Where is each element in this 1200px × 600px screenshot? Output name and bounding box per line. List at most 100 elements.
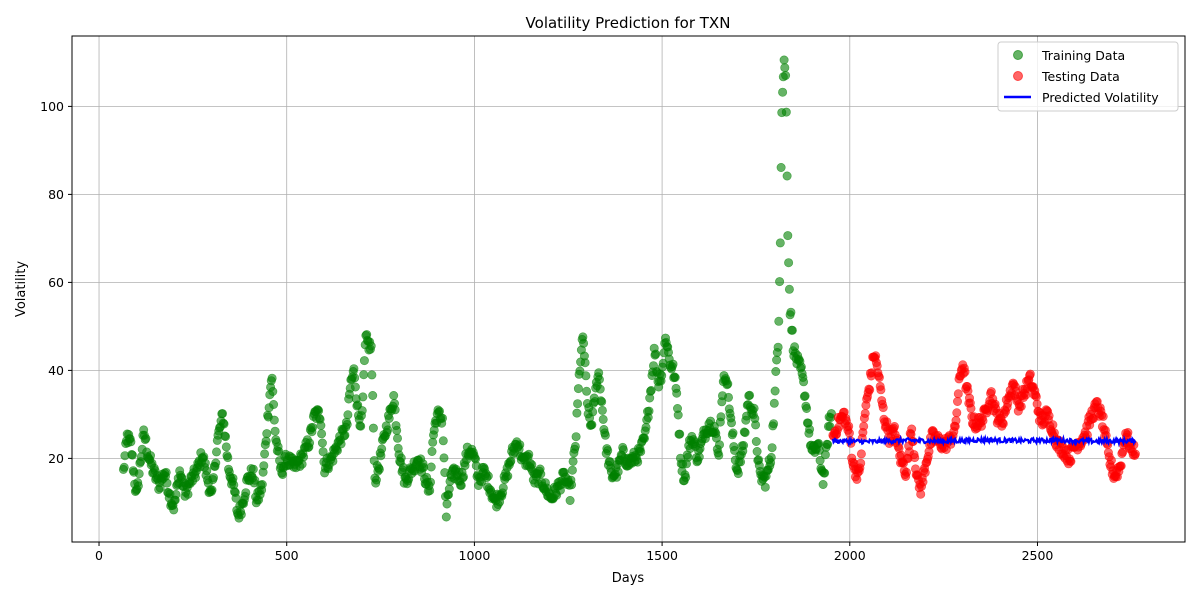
y-tick-label: 20 (48, 451, 64, 466)
data-point (781, 107, 791, 117)
data-point (390, 405, 400, 415)
legend-label-predicted: Predicted Volatility (1042, 90, 1159, 105)
y-tick-label: 60 (48, 275, 64, 290)
data-point (769, 398, 779, 408)
data-point (267, 373, 277, 383)
y-tick-label: 100 (40, 99, 64, 114)
data-point (594, 374, 604, 384)
data-point (441, 512, 451, 522)
data-point (419, 462, 429, 472)
data-point (207, 485, 217, 495)
data-point (953, 389, 963, 399)
data-point (723, 379, 733, 389)
data-point (368, 423, 378, 433)
data-point (618, 445, 628, 455)
data-point (760, 482, 770, 492)
data-point (141, 433, 151, 443)
data-point (966, 403, 976, 413)
data-point (826, 409, 836, 419)
data-point (783, 231, 793, 241)
data-point (644, 406, 654, 416)
data-point (567, 465, 577, 475)
data-point (171, 489, 181, 499)
data-point (343, 410, 353, 420)
data-point (483, 471, 493, 481)
data-point (952, 408, 962, 418)
data-point (299, 452, 309, 462)
axis-ticks: 0 500 1000 1500 2000 2500 20 40 60 80 100 (40, 99, 1053, 563)
data-point (336, 439, 346, 449)
data-point (146, 451, 156, 461)
data-point (776, 163, 786, 173)
data-point (126, 437, 136, 447)
y-tick-label: 80 (48, 187, 64, 202)
data-point (350, 373, 360, 383)
x-axis-label: Days (612, 571, 645, 586)
data-point (425, 486, 435, 496)
data-point (784, 258, 794, 268)
data-point (751, 436, 761, 446)
data-point (641, 422, 651, 432)
data-point (779, 55, 789, 65)
data-point (960, 367, 970, 377)
chart-title: Volatility Prediction for TXN (526, 14, 731, 32)
predicted-volatility-series (831, 434, 1137, 448)
data-point (786, 307, 796, 317)
data-point (918, 477, 928, 487)
data-point (920, 468, 930, 478)
data-point (749, 403, 759, 413)
data-point (573, 384, 583, 394)
data-point (221, 442, 231, 452)
data-point (202, 466, 212, 476)
data-point (588, 407, 598, 417)
data-point (223, 453, 233, 463)
data-point (392, 425, 402, 435)
data-point (314, 406, 324, 416)
data-point (260, 449, 270, 459)
data-point (270, 426, 280, 436)
data-point (396, 453, 406, 463)
data-point (784, 284, 794, 294)
data-point (740, 428, 750, 438)
y-axis-label: Volatility (14, 261, 29, 317)
data-point (425, 477, 435, 487)
data-point (524, 449, 534, 459)
data-point (503, 471, 513, 481)
data-point (259, 461, 269, 471)
data-point (1016, 401, 1026, 411)
data-point (384, 413, 394, 423)
data-point (998, 419, 1008, 429)
data-point (456, 480, 466, 490)
data-point (356, 421, 366, 431)
data-point (670, 372, 680, 382)
data-point (1130, 449, 1140, 459)
data-point (316, 420, 326, 430)
data-point (907, 424, 917, 434)
data-point (587, 420, 597, 430)
y-tick-label: 40 (48, 363, 64, 378)
legend-marker-testing (1013, 71, 1023, 81)
data-point (910, 453, 920, 463)
data-point (572, 408, 582, 418)
data-point (733, 469, 743, 479)
data-point (357, 406, 367, 416)
data-point (442, 499, 452, 509)
data-point (769, 419, 779, 429)
x-tick-label: 1000 (459, 548, 491, 563)
series-layer (118, 55, 1140, 523)
data-point (340, 430, 350, 440)
data-point (673, 410, 683, 420)
data-point (427, 446, 437, 456)
legend-label-testing: Testing Data (1041, 69, 1120, 84)
data-point (580, 358, 590, 368)
legend: Training Data Testing Data Predicted Vol… (997, 41, 1179, 112)
data-point (536, 469, 546, 479)
data-point (444, 484, 454, 494)
data-point (350, 382, 360, 392)
data-point (745, 390, 755, 400)
data-point (778, 87, 788, 97)
data-point (752, 446, 762, 456)
data-point (133, 481, 143, 491)
data-point (248, 464, 258, 474)
x-tick-label: 2000 (834, 548, 866, 563)
